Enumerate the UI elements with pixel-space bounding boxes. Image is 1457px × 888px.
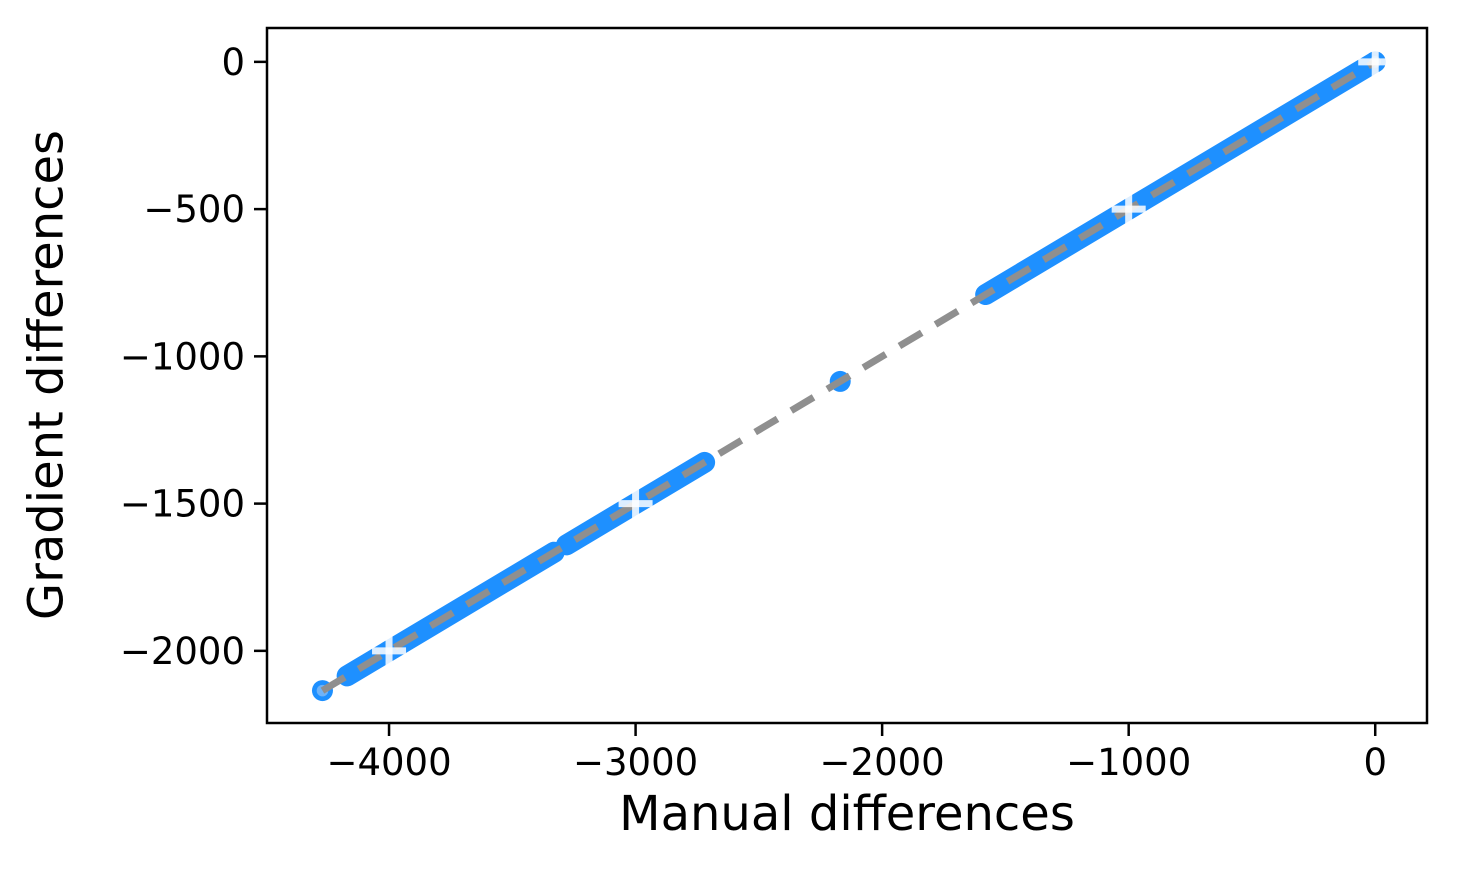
x-tick-label: −1000 [1066, 741, 1191, 784]
y-tick-label: −1000 [120, 335, 245, 378]
reference-dashed-line [320, 58, 1378, 694]
x-tick-label: −4000 [326, 741, 451, 784]
x-tick-label: −3000 [573, 741, 698, 784]
y-axis-label: Gradient differences [18, 129, 75, 621]
y-tick-label: −1500 [120, 483, 245, 526]
y-tick-label: −2000 [120, 630, 245, 673]
plot-frame [265, 26, 1429, 725]
y-tick-label: −500 [143, 188, 245, 231]
x-axis-label: Manual differences [619, 786, 1075, 842]
y-tick-label: 0 [221, 41, 245, 84]
x-tick-label: −2000 [820, 741, 945, 784]
x-tick-label: 0 [1363, 741, 1387, 784]
